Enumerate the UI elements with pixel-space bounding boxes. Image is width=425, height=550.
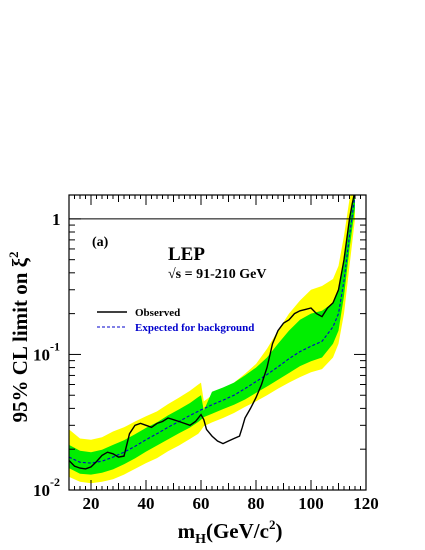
experiment-label: LEP xyxy=(168,244,205,265)
y-tick-label: 10-1 xyxy=(33,339,60,364)
y-tick-label: 1 xyxy=(52,210,61,229)
legend: Observed Expected for background xyxy=(97,307,254,334)
legend-expected-label: Expected for background xyxy=(135,322,254,334)
x-tick-label: 40 xyxy=(138,494,155,513)
one-sigma-band xyxy=(69,195,355,475)
expected-curve xyxy=(69,195,356,464)
y-tick-label: 10-2 xyxy=(33,475,60,500)
x-tick-label: 20 xyxy=(83,494,100,513)
observed-curve xyxy=(69,195,355,470)
x-tick-label: 80 xyxy=(248,494,265,513)
panel-label: (a) xyxy=(92,235,109,250)
x-tick-label: 100 xyxy=(298,494,324,513)
x-tick-label: 60 xyxy=(193,494,210,513)
y-axis-ticks: 1 10-1 10-2 xyxy=(33,210,366,500)
energy-label: √s = 91-210 GeV xyxy=(168,267,267,282)
x-tick-label: 120 xyxy=(353,494,379,513)
legend-observed-label: Observed xyxy=(135,307,180,319)
x-axis-title: mH(GeV/c2) xyxy=(178,517,283,547)
y-axis-title: 95% CL limit on ξ2 xyxy=(6,251,32,422)
x-axis-ticks: 20 40 60 80 100 120 xyxy=(74,195,379,513)
